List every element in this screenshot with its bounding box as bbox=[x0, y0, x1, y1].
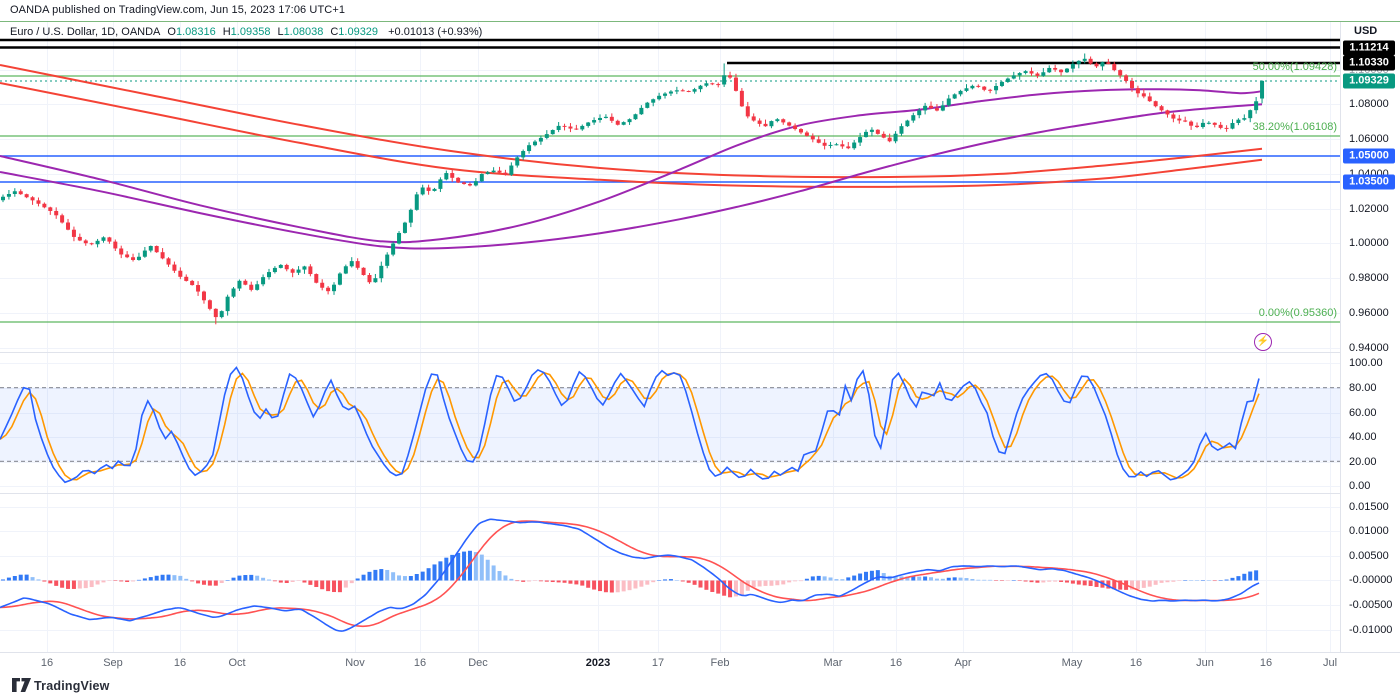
time-axis-label: 16 bbox=[173, 657, 187, 669]
ohlc-label: H bbox=[222, 26, 231, 38]
ohlc-value: 1.08038 bbox=[283, 26, 324, 38]
axis-tick: 0.94000 bbox=[1349, 342, 1389, 354]
change-value: +0.01013 (+0.93%) bbox=[388, 26, 483, 38]
time-axis-label: 16 bbox=[889, 657, 903, 669]
time-axis-label: Dec bbox=[468, 657, 488, 669]
ohlc-value: 1.09329 bbox=[338, 26, 379, 38]
price-badge: 1.10330 bbox=[1343, 55, 1395, 71]
ohlc-label: L bbox=[277, 26, 284, 38]
macd-histogram bbox=[1, 550, 1259, 598]
currency-label: USD bbox=[1354, 25, 1378, 37]
time-axis-label: Apr bbox=[954, 657, 972, 669]
axis-tick: 0.01500 bbox=[1349, 501, 1389, 513]
axis-tick: 1.06000 bbox=[1349, 133, 1389, 145]
axis-tick: 0.01000 bbox=[1349, 525, 1389, 537]
axis-tick: 1.02000 bbox=[1349, 203, 1389, 215]
symbol-legend[interactable]: Euro / U.S. Dollar, 1D, OANDA O1.08316 H1.… bbox=[10, 26, 482, 38]
price-badge: 1.09329 bbox=[1343, 73, 1395, 89]
time-axis-label: Nov bbox=[345, 657, 365, 669]
ma-line-red-slow bbox=[0, 81, 1263, 188]
axis-tick: -0.01000 bbox=[1349, 624, 1393, 636]
time-axis-label: 17 bbox=[651, 657, 665, 669]
publish-bar: OANDA published on TradingView.com, Jun … bbox=[0, 0, 1400, 22]
fib-level-label: 50.00%(1.09428) bbox=[1252, 61, 1337, 73]
time-axis-label: Oct bbox=[228, 657, 246, 669]
axis-tick: -0.00000 bbox=[1349, 574, 1393, 586]
time-axis-label: Sep bbox=[103, 657, 123, 669]
time-axis-label: Mar bbox=[823, 657, 843, 669]
ohlc-value: 1.08316 bbox=[175, 26, 216, 38]
axis-tick: 1.00000 bbox=[1349, 237, 1389, 249]
fib-level-label: 38.20%(1.06108) bbox=[1252, 121, 1337, 133]
price-badge: 1.11214 bbox=[1343, 40, 1395, 56]
ohlc-value: 1.09358 bbox=[230, 26, 271, 38]
time-axis-label: 16 bbox=[413, 657, 427, 669]
ohlc-label: O bbox=[167, 26, 176, 38]
time-axis-label: 2023 bbox=[585, 657, 611, 669]
symbol-title: Euro / U.S. Dollar, 1D, OANDA bbox=[10, 26, 161, 38]
candlestick-series bbox=[1, 53, 1265, 325]
footer-brand-text[interactable]: TradingView bbox=[34, 679, 110, 693]
fib-level-label: 0.00%(0.95360) bbox=[1258, 307, 1337, 319]
time-axis-label: Feb bbox=[710, 657, 730, 669]
time-axis-label: 16 bbox=[1129, 657, 1143, 669]
time-axis-label: 16 bbox=[1259, 657, 1273, 669]
stoch-band bbox=[0, 387, 1340, 462]
price-axis[interactable]: USD 1.080001.060001.040001.020001.000000… bbox=[1341, 22, 1400, 652]
macd-line bbox=[0, 518, 1260, 632]
ma-line-purple-fast bbox=[0, 88, 1263, 244]
axis-tick: 100.00 bbox=[1349, 357, 1383, 369]
tradingview-logo-icon[interactable] bbox=[12, 678, 31, 692]
ohlc-label: C bbox=[330, 26, 339, 38]
ma-line-purple-slow bbox=[0, 103, 1263, 250]
publish-text: OANDA published on TradingView.com, Jun … bbox=[10, 4, 346, 16]
price-badge: 1.05000 bbox=[1343, 148, 1395, 164]
axis-tick: 0.96000 bbox=[1349, 307, 1389, 319]
axis-tick: 0.00500 bbox=[1349, 550, 1389, 562]
axis-tick: 1.08000 bbox=[1349, 98, 1389, 110]
price-axis-border bbox=[1340, 22, 1341, 652]
stoch-k-line bbox=[0, 366, 1260, 484]
axis-tick: 80.00 bbox=[1349, 382, 1377, 394]
time-axis-label: Jun bbox=[1196, 657, 1214, 669]
footer-bar: TradingView bbox=[0, 672, 1400, 698]
axis-tick: 0.00 bbox=[1349, 480, 1371, 492]
chart-area[interactable] bbox=[0, 22, 1341, 652]
axis-tick: 20.00 bbox=[1349, 456, 1377, 468]
axis-tick: 60.00 bbox=[1349, 407, 1377, 419]
axis-tick: 40.00 bbox=[1349, 431, 1377, 443]
time-axis-label: May bbox=[1061, 657, 1083, 669]
axis-tick: 0.98000 bbox=[1349, 272, 1389, 284]
price-badge: 1.03500 bbox=[1343, 174, 1395, 190]
macd-signal-line bbox=[0, 520, 1260, 628]
time-axis-label: 16 bbox=[40, 657, 54, 669]
time-axis-label: Jul bbox=[1322, 657, 1338, 669]
axis-tick: -0.00500 bbox=[1349, 599, 1393, 611]
ohlc-values: O1.08316 H1.09358 L1.08038 C1.09329 bbox=[160, 26, 378, 38]
chart-canvas[interactable] bbox=[0, 22, 1341, 652]
ma-line-red-fast bbox=[0, 63, 1263, 179]
flash-publish-icon[interactable]: ⚡ bbox=[1254, 333, 1272, 351]
lightning-icon: ⚡ bbox=[1256, 336, 1270, 347]
time-axis[interactable]: 16 Sep 16 Oct Nov 16 Dec 2023 17 Feb Mar 16 Apr May 16… bbox=[0, 652, 1400, 673]
